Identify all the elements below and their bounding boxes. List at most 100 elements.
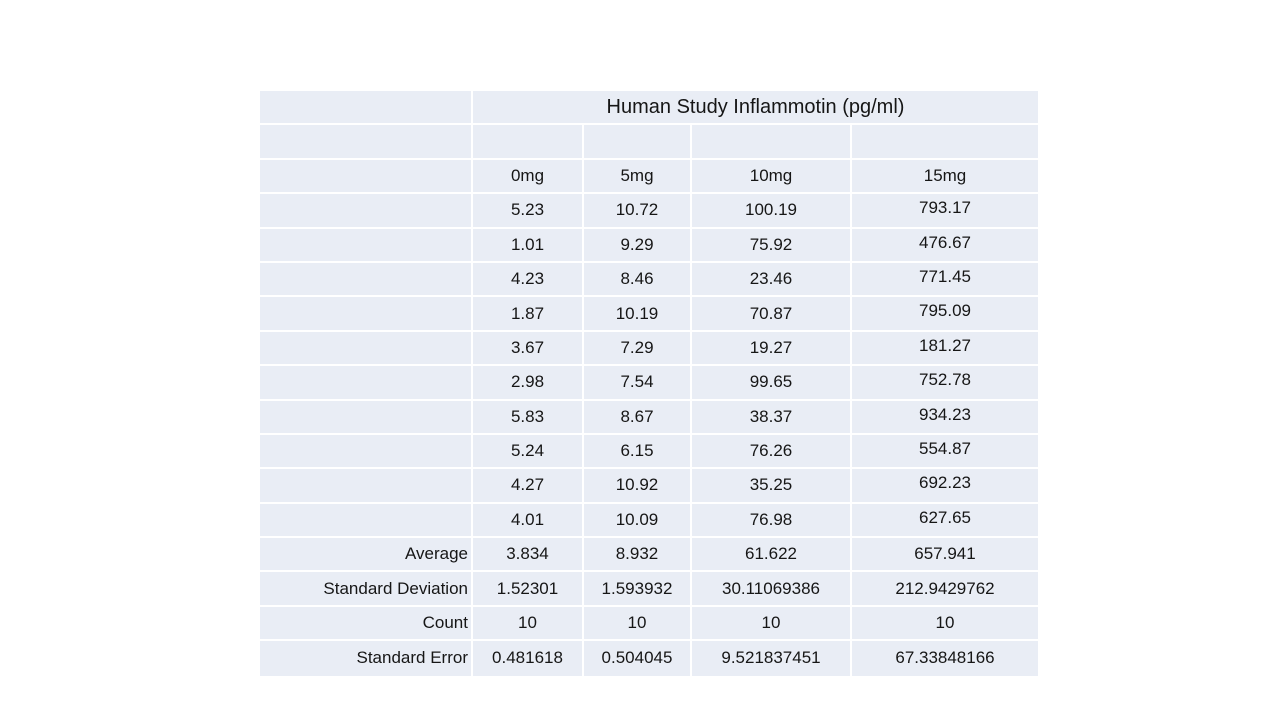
stat-value: 67.33848166 bbox=[852, 641, 1038, 676]
data-cell: 476.67 bbox=[852, 228, 1038, 263]
spacer-row bbox=[260, 125, 1038, 160]
data-cell: 752.78 bbox=[852, 366, 1038, 401]
data-cell: 6.15 bbox=[584, 434, 692, 470]
stat-label: Count bbox=[260, 606, 473, 642]
empty-cell bbox=[260, 366, 473, 401]
empty-cell bbox=[852, 125, 1038, 160]
col-header-5mg: 5mg bbox=[584, 159, 692, 195]
stat-value: 212.9429762 bbox=[852, 572, 1038, 607]
stat-value: 0.481618 bbox=[473, 641, 584, 676]
data-cell: 23.46 bbox=[692, 262, 852, 298]
data-cell: 99.65 bbox=[692, 366, 852, 401]
stat-label: Standard Deviation bbox=[260, 572, 473, 607]
data-cell: 38.37 bbox=[692, 400, 852, 435]
empty-cell bbox=[260, 228, 473, 263]
col-header-10mg: 10mg bbox=[692, 159, 852, 195]
data-cell: 181.27 bbox=[852, 331, 1038, 367]
empty-cell bbox=[260, 400, 473, 435]
stat-label: Standard Error bbox=[260, 641, 473, 676]
data-row: 4.27 10.92 35.25 692.23 bbox=[260, 469, 1038, 504]
data-cell: 19.27 bbox=[692, 331, 852, 367]
inflammotin-table: Human Study Inflammotin (pg/ml) 0mg 5mg … bbox=[260, 91, 1038, 676]
col-header-15mg: 15mg bbox=[852, 159, 1038, 195]
header-row: 0mg 5mg 10mg 15mg bbox=[260, 159, 1038, 195]
empty-cell bbox=[260, 159, 473, 195]
data-cell: 627.65 bbox=[852, 503, 1038, 539]
data-cell: 8.67 bbox=[584, 400, 692, 435]
data-cell: 10.09 bbox=[584, 503, 692, 539]
empty-cell bbox=[260, 331, 473, 367]
empty-cell bbox=[260, 125, 473, 160]
data-cell: 771.45 bbox=[852, 262, 1038, 298]
stat-value: 657.941 bbox=[852, 538, 1038, 573]
empty-cell bbox=[260, 262, 473, 298]
empty-cell bbox=[584, 125, 692, 160]
stat-row-standard-deviation: Standard Deviation 1.52301 1.593932 30.1… bbox=[260, 572, 1038, 607]
data-cell: 554.87 bbox=[852, 434, 1038, 470]
data-cell: 795.09 bbox=[852, 297, 1038, 332]
data-cell: 1.01 bbox=[473, 228, 584, 263]
empty-cell bbox=[473, 125, 584, 160]
data-cell: 10.19 bbox=[584, 297, 692, 332]
stat-label: Average bbox=[260, 538, 473, 573]
stat-value: 10 bbox=[473, 606, 584, 642]
data-row: 4.01 10.09 76.98 627.65 bbox=[260, 503, 1038, 539]
stat-value: 10 bbox=[584, 606, 692, 642]
data-cell: 75.92 bbox=[692, 228, 852, 263]
data-row: 3.67 7.29 19.27 181.27 bbox=[260, 331, 1038, 367]
empty-cell bbox=[692, 125, 852, 160]
data-cell: 2.98 bbox=[473, 366, 584, 401]
data-cell: 70.87 bbox=[692, 297, 852, 332]
stat-value: 3.834 bbox=[473, 538, 584, 573]
stat-value: 61.622 bbox=[692, 538, 852, 573]
data-row: 5.83 8.67 38.37 934.23 bbox=[260, 400, 1038, 435]
stat-value: 10 bbox=[692, 606, 852, 642]
stat-value: 1.593932 bbox=[584, 572, 692, 607]
data-row: 1.01 9.29 75.92 476.67 bbox=[260, 228, 1038, 263]
data-cell: 10.72 bbox=[584, 194, 692, 229]
stat-value: 1.52301 bbox=[473, 572, 584, 607]
data-cell: 76.26 bbox=[692, 434, 852, 470]
empty-cell bbox=[260, 434, 473, 470]
data-cell: 35.25 bbox=[692, 469, 852, 504]
data-cell: 10.92 bbox=[584, 469, 692, 504]
data-cell: 3.67 bbox=[473, 331, 584, 367]
data-cell: 4.27 bbox=[473, 469, 584, 504]
data-cell: 934.23 bbox=[852, 400, 1038, 435]
empty-cell bbox=[260, 503, 473, 539]
stat-row-standard-error: Standard Error 0.481618 0.504045 9.52183… bbox=[260, 641, 1038, 676]
col-header-0mg: 0mg bbox=[473, 159, 584, 195]
stat-value: 30.11069386 bbox=[692, 572, 852, 607]
data-cell: 8.46 bbox=[584, 262, 692, 298]
empty-cell bbox=[260, 297, 473, 332]
table-title: Human Study Inflammotin (pg/ml) bbox=[473, 91, 1038, 126]
data-cell: 7.54 bbox=[584, 366, 692, 401]
stat-row-average: Average 3.834 8.932 61.622 657.941 bbox=[260, 538, 1038, 573]
stat-value: 9.521837451 bbox=[692, 641, 852, 676]
empty-cell bbox=[260, 91, 473, 126]
stat-row-count: Count 10 10 10 10 bbox=[260, 606, 1038, 642]
stat-value: 0.504045 bbox=[584, 641, 692, 676]
data-cell: 100.19 bbox=[692, 194, 852, 229]
data-row: 1.87 10.19 70.87 795.09 bbox=[260, 297, 1038, 332]
data-cell: 4.01 bbox=[473, 503, 584, 539]
data-cell: 5.83 bbox=[473, 400, 584, 435]
data-row: 4.23 8.46 23.46 771.45 bbox=[260, 262, 1038, 298]
data-row: 2.98 7.54 99.65 752.78 bbox=[260, 366, 1038, 401]
data-cell: 76.98 bbox=[692, 503, 852, 539]
stat-value: 8.932 bbox=[584, 538, 692, 573]
data-cell: 1.87 bbox=[473, 297, 584, 332]
data-row: 5.24 6.15 76.26 554.87 bbox=[260, 434, 1038, 470]
title-row: Human Study Inflammotin (pg/ml) bbox=[260, 91, 1038, 126]
data-cell: 4.23 bbox=[473, 262, 584, 298]
data-cell: 7.29 bbox=[584, 331, 692, 367]
data-cell: 5.23 bbox=[473, 194, 584, 229]
data-row: 5.23 10.72 100.19 793.17 bbox=[260, 194, 1038, 229]
data-cell: 5.24 bbox=[473, 434, 584, 470]
stat-value: 10 bbox=[852, 606, 1038, 642]
data-cell: 692.23 bbox=[852, 469, 1038, 504]
empty-cell bbox=[260, 194, 473, 229]
empty-cell bbox=[260, 469, 473, 504]
data-cell: 793.17 bbox=[852, 194, 1038, 229]
data-cell: 9.29 bbox=[584, 228, 692, 263]
